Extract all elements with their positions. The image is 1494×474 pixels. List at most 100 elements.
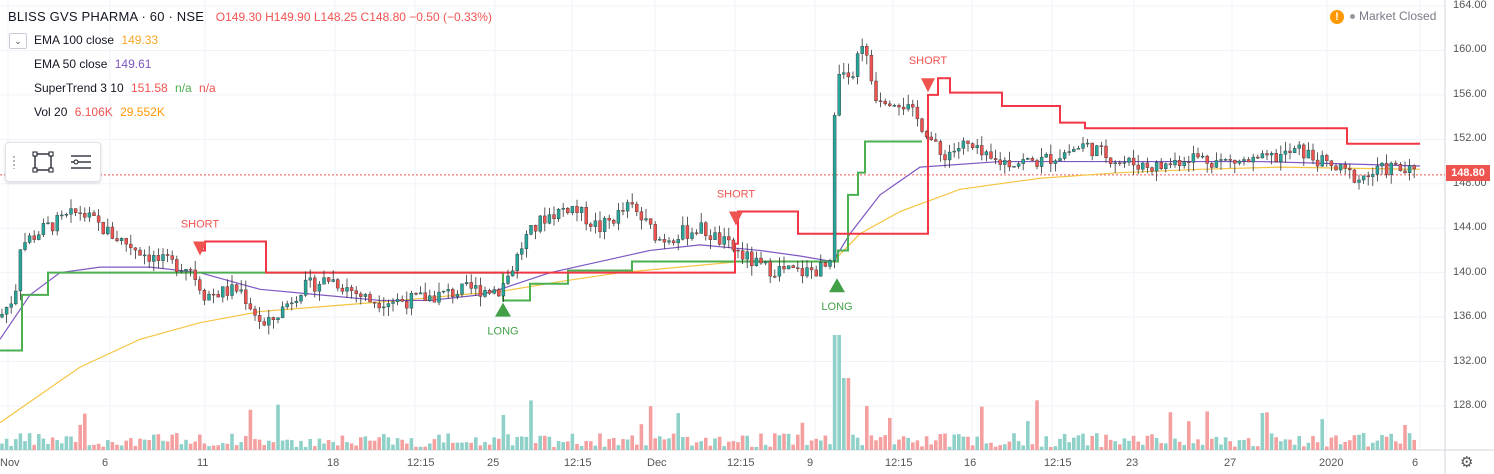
volume-bar — [280, 440, 285, 450]
candle-body — [662, 239, 667, 243]
candle-body — [543, 215, 547, 224]
candle-body — [731, 239, 736, 251]
volume-bar — [492, 437, 496, 450]
volume-bar — [179, 444, 184, 450]
candle-body — [736, 249, 740, 252]
candle-body — [1044, 154, 1048, 158]
volume-bar — [1233, 446, 1237, 450]
candle-body — [1311, 149, 1315, 161]
candle-body — [1090, 142, 1094, 157]
volume-bar — [1081, 433, 1085, 450]
volume-bar — [566, 441, 570, 450]
volume-bar — [290, 440, 294, 450]
candle-body — [501, 283, 506, 297]
status-dot-icon — [1350, 14, 1355, 20]
candle-body — [943, 154, 947, 161]
volume-bar — [1348, 440, 1352, 450]
candle-body — [520, 248, 524, 255]
volume-bar — [920, 446, 924, 450]
indicator-volume[interactable]: Vol 20 6.106K 29.552K — [34, 105, 169, 119]
volume-bar — [409, 438, 414, 450]
candle-body — [271, 317, 276, 321]
volume-bar — [152, 434, 156, 450]
candle-body — [359, 293, 363, 297]
candle-body — [363, 294, 368, 297]
y-tick-label: 132.00 — [1453, 354, 1487, 367]
candle-body — [1210, 163, 1214, 168]
candle-body — [639, 211, 644, 221]
volume-bar — [630, 435, 634, 450]
volume-bar — [952, 434, 956, 450]
candle-body — [414, 293, 418, 295]
candle-body — [322, 277, 326, 285]
volume-bar — [924, 436, 929, 450]
candle-body — [37, 234, 41, 240]
candle-body — [340, 287, 345, 292]
candle-body — [938, 141, 943, 155]
candle-body — [699, 222, 703, 234]
volume-bar — [1246, 438, 1251, 450]
candle-body — [625, 202, 630, 212]
volume-bar — [303, 446, 308, 450]
volume-bar — [906, 437, 910, 450]
volume-bar — [1200, 444, 1205, 450]
symbol-title[interactable]: BLISS GVS PHARMA · 60 · NSE — [8, 9, 205, 24]
volume-bar — [524, 436, 529, 450]
candle-body — [1251, 156, 1255, 163]
volume-bar — [1361, 433, 1366, 450]
volume-bar — [133, 445, 138, 450]
drag-handle-icon[interactable] — [12, 155, 16, 169]
candle-body — [1182, 161, 1186, 167]
gear-icon[interactable]: ⚙ — [1460, 454, 1474, 471]
candle-body — [354, 290, 358, 295]
volume-bar — [653, 438, 657, 450]
candle-body — [230, 284, 234, 296]
candle-body — [1334, 165, 1338, 171]
volume-bar — [851, 434, 855, 450]
candle-body — [1177, 159, 1182, 167]
candle-body — [579, 207, 584, 213]
volume-bar — [929, 444, 933, 450]
volume-bar — [4, 438, 9, 450]
indicator-ema50[interactable]: EMA 50 close 149.61 — [34, 57, 155, 71]
volume-bar — [50, 437, 55, 450]
volume-bar — [1122, 438, 1127, 450]
x-tick-label: 12:15 — [564, 457, 592, 469]
volume-bar — [138, 438, 142, 450]
volume-bar — [400, 439, 404, 450]
volume-bar — [989, 442, 993, 450]
volume-bar — [980, 406, 984, 450]
volume-bar — [1315, 442, 1320, 450]
collapse-indicators-button[interactable]: ⌄ — [9, 33, 27, 49]
volume-bar — [239, 442, 243, 450]
candle-body — [1168, 163, 1173, 166]
volume-bar — [405, 443, 409, 450]
volume-bar — [92, 444, 96, 450]
volume-bar — [414, 446, 418, 450]
candle-body — [395, 299, 400, 302]
drawing-toolbox[interactable] — [5, 142, 101, 182]
volume-bar — [842, 378, 846, 450]
candle-body — [299, 294, 303, 302]
candle-body — [244, 289, 248, 304]
indicator-supertrend[interactable]: SuperTrend 3 10 151.58 n/a n/a — [34, 81, 220, 95]
volume-bar — [501, 414, 506, 450]
candle-body — [1062, 152, 1067, 159]
candle-body — [1352, 169, 1357, 183]
volume-bar — [975, 436, 979, 450]
candle-body — [119, 238, 124, 242]
candle-body — [1256, 156, 1260, 159]
candle-body — [713, 232, 717, 240]
candle-body — [27, 235, 32, 243]
candle-body — [253, 308, 257, 316]
candle-body — [248, 303, 253, 310]
candle-body — [602, 217, 607, 232]
market-status[interactable]: ! Market Closed — [1330, 9, 1436, 24]
rectangle-tool-icon[interactable] — [30, 149, 56, 175]
volume-bar — [170, 434, 174, 450]
volume-bar — [1297, 435, 1301, 450]
indicator-ema100[interactable]: EMA 100 close 149.33 — [34, 33, 162, 47]
candle-body — [1389, 162, 1393, 175]
menu-lines-icon[interactable] — [68, 149, 94, 175]
